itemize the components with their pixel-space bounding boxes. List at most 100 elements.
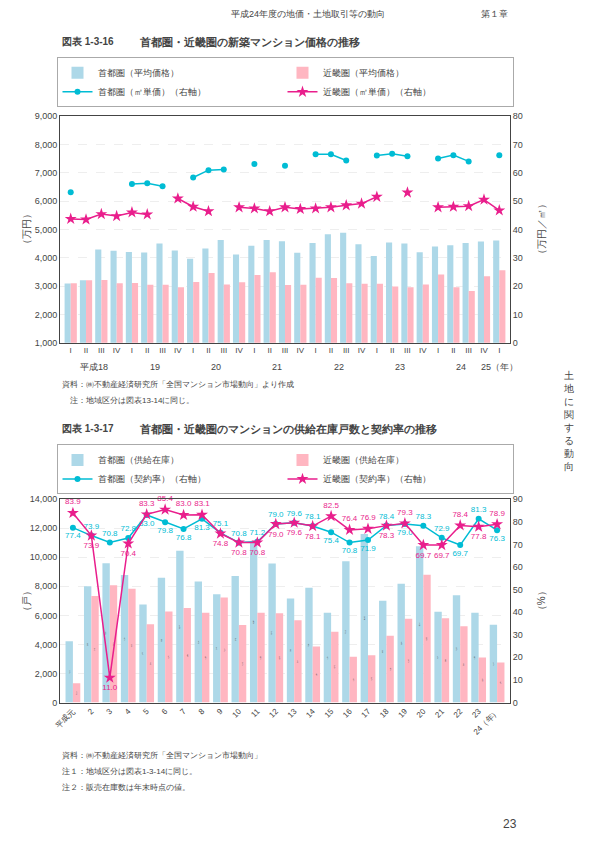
svg-text:16: 16 [341, 707, 354, 720]
svg-text:80: 80 [513, 517, 523, 527]
svg-text:77.8: 77.8 [471, 532, 487, 541]
svg-text:首都圏・近畿圏の新築マンション価格の推移: 首都圏・近畿圏の新築マンション価格の推移 [139, 36, 360, 48]
svg-text:71.9: 71.9 [360, 544, 376, 553]
svg-text:3,144: 3,144 [353, 678, 355, 681]
svg-text:40: 40 [513, 607, 523, 617]
svg-text:0: 0 [52, 698, 57, 708]
svg-text:5,393: 5,393 [150, 662, 152, 665]
svg-text:78.1: 78.1 [305, 532, 321, 541]
svg-text:24（年）: 24（年） [472, 707, 502, 737]
svg-text:30: 30 [513, 253, 523, 263]
svg-text:（万円）: （万円） [21, 209, 32, 249]
svg-text:III: III [343, 346, 350, 355]
svg-text:IV: IV [113, 346, 121, 355]
svg-text:0: 0 [513, 338, 518, 348]
svg-text:土地に関する動向: 土地に関する動向 [563, 370, 574, 472]
svg-text:20: 20 [513, 652, 523, 662]
svg-text:5,664: 5,664 [297, 660, 299, 663]
svg-text:3,107: 3,107 [482, 678, 484, 681]
svg-text:近畿圏（平均価格）: 近畿圏（平均価格） [323, 68, 404, 78]
svg-text:7,000: 7,000 [382, 650, 384, 653]
svg-text:78.3: 78.3 [416, 512, 432, 521]
svg-text:17: 17 [360, 707, 373, 720]
svg-text:7,900: 7,900 [308, 643, 310, 646]
svg-text:III: III [159, 346, 166, 355]
svg-text:60: 60 [513, 168, 523, 178]
svg-text:I: I [253, 346, 255, 355]
svg-text:首都圏（㎡単価）（右軸）: 首都圏（㎡単価）（右軸） [98, 87, 206, 97]
svg-text:5,253: 5,253 [463, 663, 465, 666]
svg-text:15: 15 [323, 707, 336, 720]
svg-text:6,506: 6,506 [187, 653, 189, 656]
svg-text:2: 2 [86, 707, 96, 717]
svg-text:6,244: 6,244 [437, 655, 439, 658]
svg-text:70: 70 [513, 540, 523, 550]
svg-text:6,155: 6,155 [279, 656, 281, 659]
svg-text:8,074: 8,074 [113, 642, 115, 645]
svg-text:8,330: 8,330 [198, 640, 200, 643]
svg-text:40: 40 [513, 225, 523, 235]
svg-text:78.1: 78.1 [305, 512, 321, 521]
svg-text:0: 0 [513, 698, 518, 708]
svg-text:4,871: 4,871 [334, 665, 336, 668]
svg-text:80: 80 [513, 111, 523, 121]
svg-text:8: 8 [197, 707, 207, 717]
svg-text:IV: IV [480, 346, 488, 355]
svg-text:III: III [98, 346, 105, 355]
svg-text:22: 22 [452, 707, 465, 720]
svg-text:I: I [498, 346, 500, 355]
svg-text:9: 9 [215, 707, 225, 717]
svg-text:5,769: 5,769 [408, 659, 410, 662]
svg-text:72.8: 72.8 [120, 524, 136, 533]
svg-text:近畿圏（㎡単価）（右軸）: 近畿圏（㎡単価）（右軸） [323, 87, 431, 97]
svg-text:I: I [192, 346, 194, 355]
svg-text:IV: IV [174, 346, 182, 355]
svg-text:24: 24 [456, 362, 466, 372]
svg-text:III: III [282, 346, 289, 355]
svg-text:II: II [145, 346, 149, 355]
svg-text:11: 11 [249, 707, 262, 720]
svg-text:5,338: 5,338 [242, 662, 244, 665]
svg-text:9,583: 9,583 [105, 631, 107, 634]
svg-text:79.8: 79.8 [157, 526, 173, 535]
svg-text:10: 10 [513, 310, 523, 320]
svg-text:6,188: 6,188 [474, 656, 476, 659]
svg-text:4: 4 [123, 707, 133, 717]
svg-text:8,783: 8,783 [124, 637, 126, 640]
svg-text:近畿圏（供給在庫）: 近畿圏（供給在庫） [323, 455, 404, 465]
svg-text:7,449: 7,449 [216, 647, 218, 650]
svg-text:I: I [437, 346, 439, 355]
svg-text:74.8: 74.8 [213, 539, 229, 548]
svg-text:79.3: 79.3 [397, 508, 413, 517]
svg-text:II: II [267, 346, 271, 355]
svg-text:I: I [314, 346, 316, 355]
svg-text:8,000: 8,000 [35, 581, 58, 591]
svg-text:82.5: 82.5 [323, 501, 339, 510]
svg-text:23: 23 [470, 707, 483, 720]
svg-text:22: 22 [334, 362, 344, 372]
svg-text:首都圏（供給在庫）: 首都圏（供給在庫） [98, 455, 179, 465]
svg-text:76.9: 76.9 [360, 513, 376, 522]
svg-text:首都圏・近畿圏のマンションの供給在庫戸数と契約率の推移: 首都圏・近畿圏のマンションの供給在庫戸数と契約率の推移 [139, 423, 437, 435]
svg-text:69.7: 69.7 [416, 551, 432, 560]
svg-text:6: 6 [160, 707, 170, 717]
svg-text:70.8: 70.8 [231, 548, 247, 557]
svg-text:14,000: 14,000 [30, 494, 58, 504]
svg-text:IV: IV [235, 346, 243, 355]
svg-text:5: 5 [141, 707, 151, 717]
svg-text:7,330: 7,330 [94, 647, 96, 650]
svg-text:10: 10 [230, 707, 243, 720]
svg-text:25（年）: 25（年） [481, 362, 518, 372]
svg-text:5,800: 5,800 [445, 659, 447, 662]
svg-text:6,000: 6,000 [35, 196, 58, 206]
svg-text:7: 7 [178, 707, 188, 717]
svg-text:II: II [329, 346, 333, 355]
svg-text:8,583: 8,583 [161, 638, 163, 641]
svg-text:83.9: 83.9 [65, 497, 81, 506]
svg-text:1,000: 1,000 [35, 338, 58, 348]
svg-text:85.4: 85.4 [157, 494, 173, 503]
svg-text:73.9: 73.9 [84, 522, 100, 531]
svg-text:70.4: 70.4 [120, 549, 136, 558]
svg-text:3,000: 3,000 [35, 281, 58, 291]
svg-text:資料：㈱不動産経済研究所「全国マンション市場動向」: 資料：㈱不動産経済研究所「全国マンション市場動向」 [62, 751, 262, 760]
